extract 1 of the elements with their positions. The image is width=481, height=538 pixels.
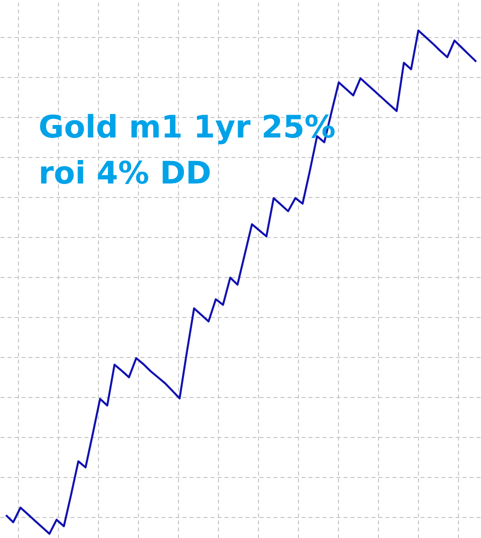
- annotation: roi 4% DD: [38, 156, 212, 192]
